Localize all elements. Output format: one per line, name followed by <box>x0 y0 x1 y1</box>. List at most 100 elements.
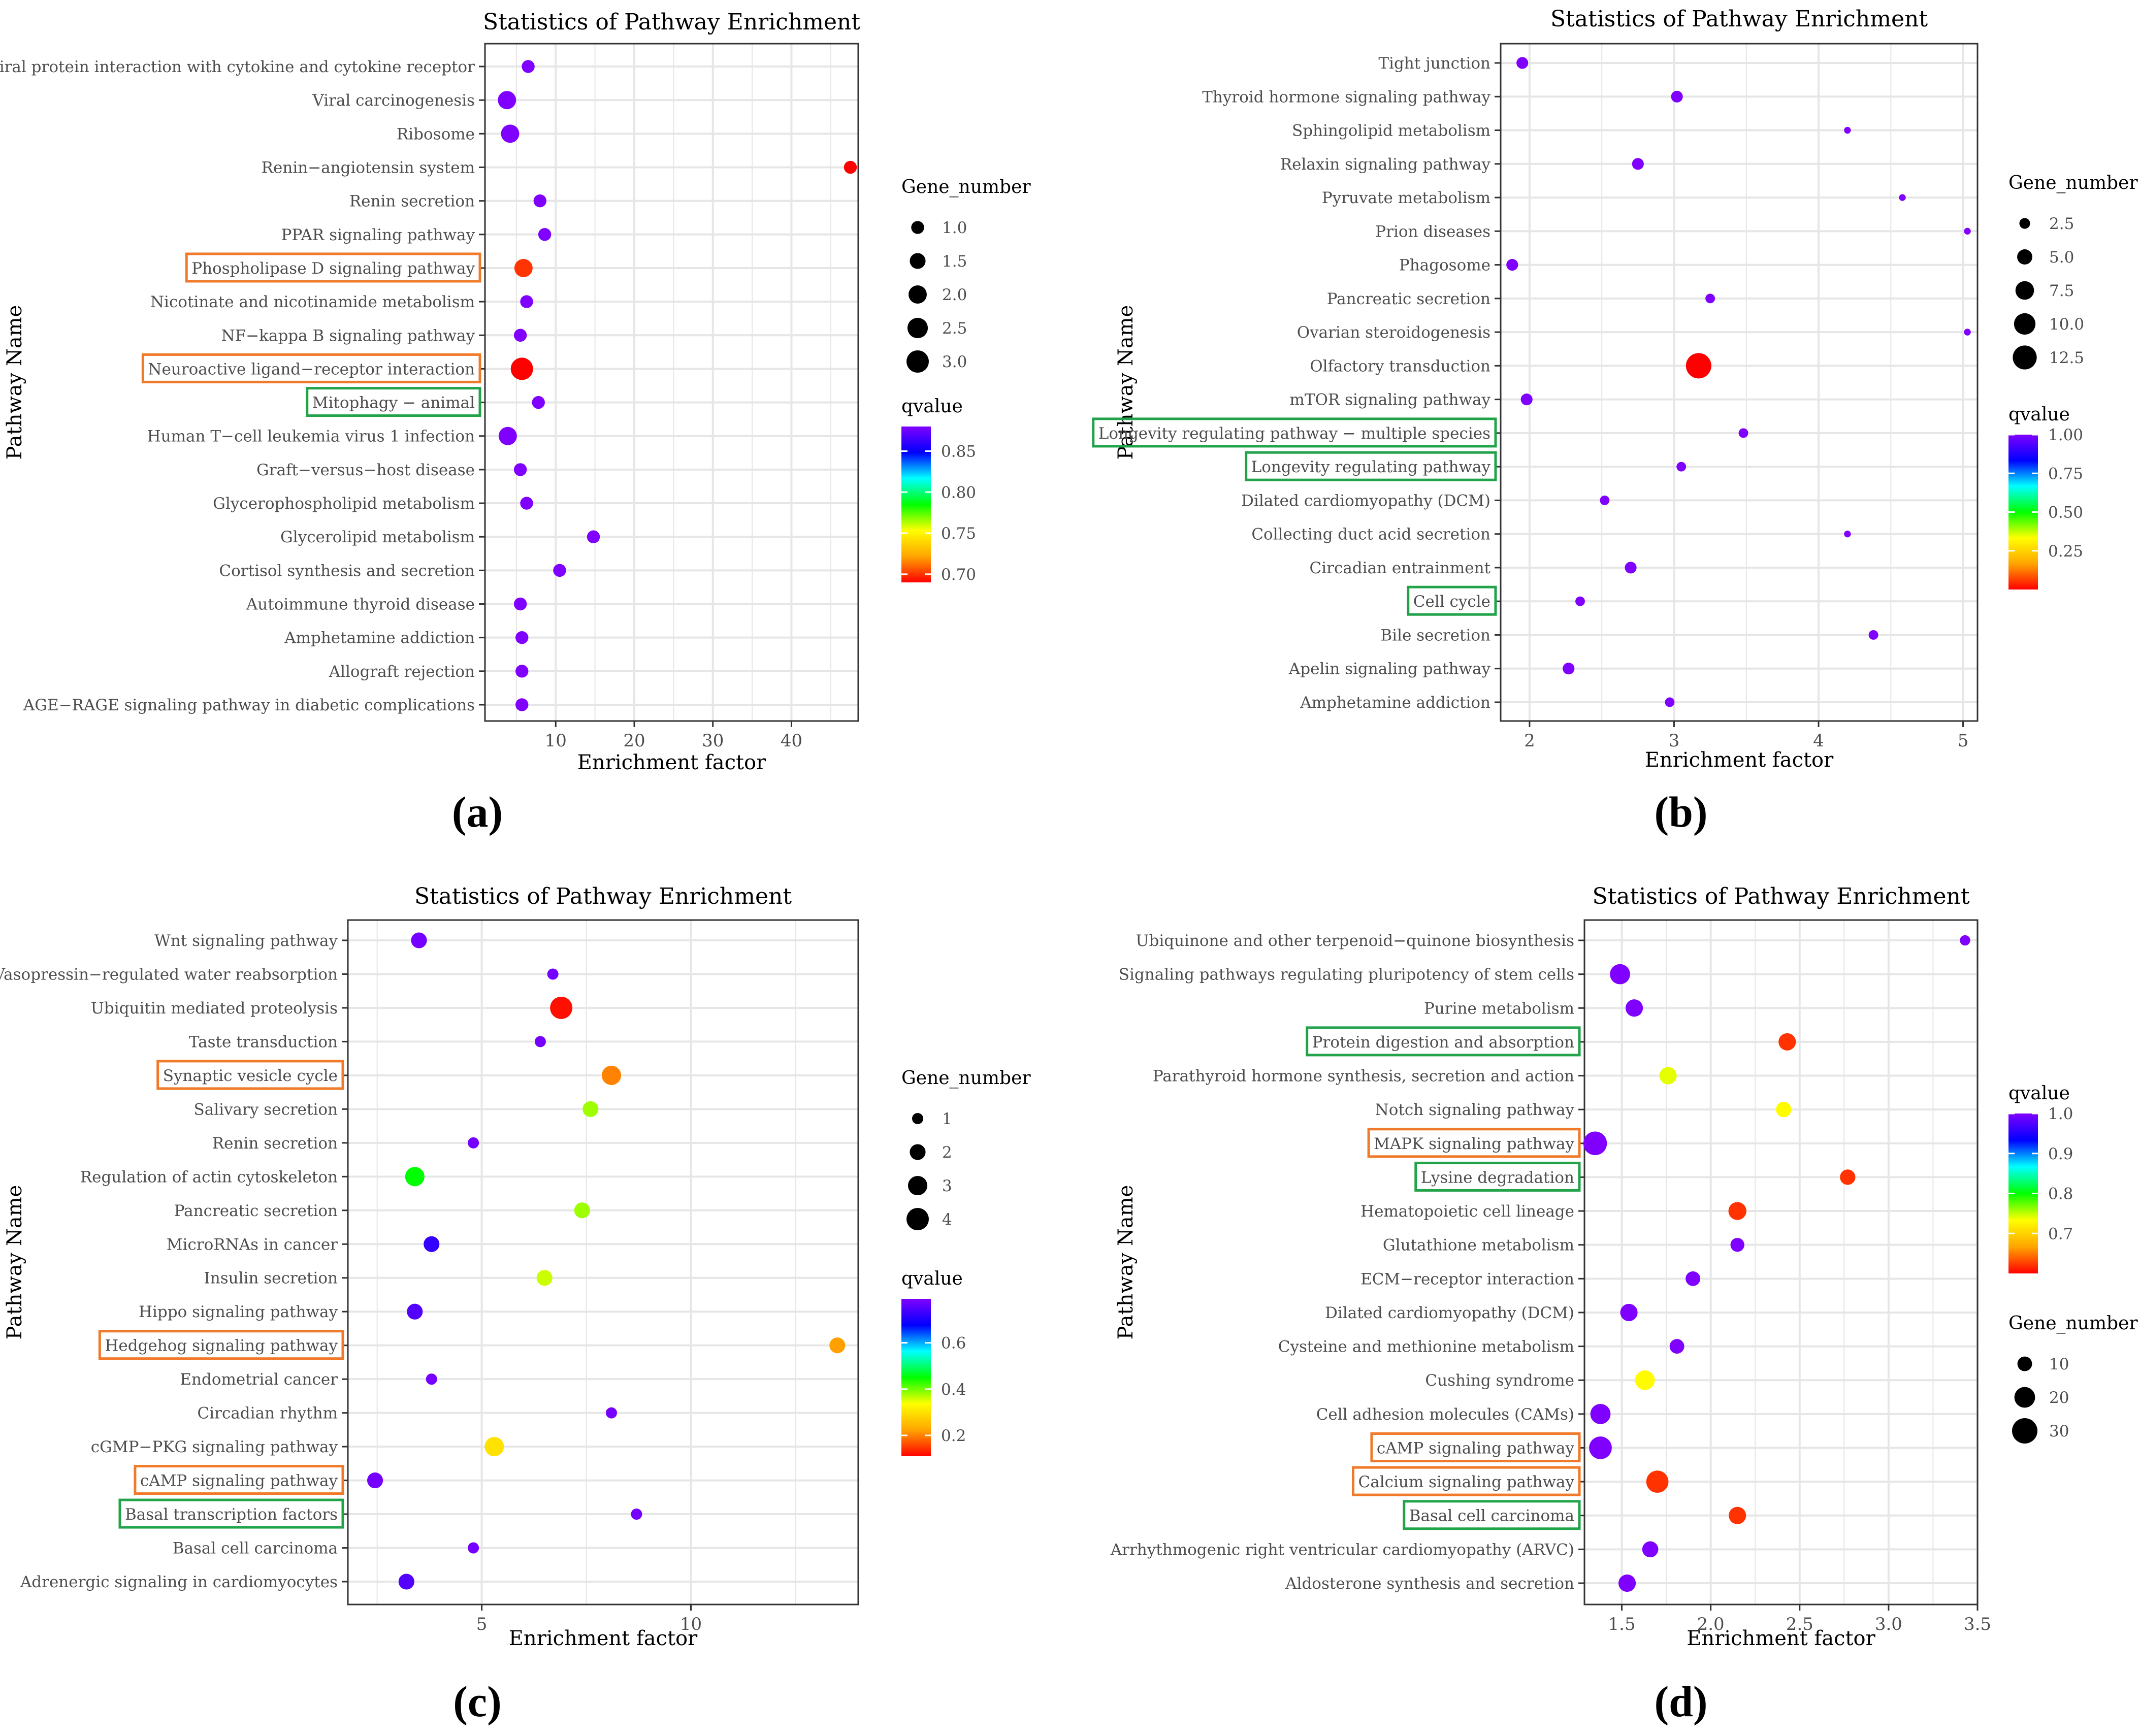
size-legend-dot <box>2014 313 2036 335</box>
data-point <box>1705 293 1715 304</box>
size-legend-dot <box>910 1144 926 1160</box>
plot-area <box>1584 920 1978 1604</box>
x-axis-label: Enrichment factor <box>1645 748 1834 772</box>
panel-d: Statistics of Pathway Enrichment 1.5 2.0 2.… <box>1110 883 2138 1650</box>
category-label: Endometrial cancer <box>180 1370 338 1389</box>
size-legend-label: 3 <box>942 1177 952 1195</box>
size-legend-label: 3.0 <box>942 353 967 371</box>
data-point <box>1669 1339 1684 1354</box>
category-label: Purine metabolism <box>1424 999 1574 1018</box>
category-label: Notch signaling pathway <box>1375 1101 1575 1119</box>
x-tick-label: 3.5 <box>1964 1614 1991 1634</box>
size-legend-title: Gene_number <box>901 177 1031 198</box>
size-legend-label: 5.0 <box>2049 248 2074 267</box>
category-label: Neuroactive ligand−receptor interaction <box>148 360 475 378</box>
size-legend-dot <box>2014 1387 2035 1408</box>
data-point <box>1620 1303 1638 1322</box>
x-tick-label: 10 <box>545 731 567 751</box>
plot-border <box>484 43 859 722</box>
category-label: PPAR signaling pathway <box>281 226 475 244</box>
size-legend-dot <box>910 253 926 269</box>
panel-b: Statistics of Pathway Enrichment 2 3 4 5 Enri… <box>1092 6 2138 772</box>
data-point <box>1738 428 1748 438</box>
size-legend-title: Gene_number <box>901 1068 1031 1089</box>
category-label: Cortisol synthesis and secretion <box>219 562 475 580</box>
data-point <box>1646 1470 1669 1493</box>
category-label: Vasopressin−regulated water reabsorption <box>0 965 338 984</box>
data-point <box>844 160 857 174</box>
category-label: Phagosome <box>1399 256 1490 275</box>
category-label: Phospholipase D signaling pathway <box>191 259 475 278</box>
color-legend-label: 0.6 <box>941 1334 966 1353</box>
panel-label-c: (c) <box>453 1677 501 1726</box>
size-legend-label: 1.0 <box>942 219 967 237</box>
category-label: Hematopoietic cell lineage <box>1360 1202 1574 1221</box>
category-label: Amphetamine addiction <box>1300 694 1490 712</box>
x-tick-label: 3 <box>1669 731 1680 751</box>
category-label: Nicotinate and nicotinamide metabolism <box>150 293 475 311</box>
chart-title: Statistics of Pathway Enrichment <box>1592 883 1969 909</box>
category-label: Pancreatic secretion <box>174 1202 338 1220</box>
color-legend-label: 0.75 <box>941 525 976 543</box>
highlight-box-orange <box>1367 1128 1581 1158</box>
category-label: Tight junction <box>1378 54 1490 73</box>
x-axis-label: Enrichment factor <box>509 1627 698 1650</box>
plot-border <box>347 919 859 1606</box>
size-legend-dot <box>911 221 924 234</box>
category-label: Hedgehog signaling pathway <box>105 1337 338 1355</box>
data-point <box>1589 1436 1612 1459</box>
highlight-box-orange <box>185 252 481 283</box>
color-legend-label: 0.50 <box>2048 504 2083 522</box>
data-point <box>510 357 533 380</box>
size-legend-dot <box>909 285 927 304</box>
color-legend-label: 0.80 <box>941 483 976 502</box>
data-point <box>1632 158 1644 170</box>
category-label: Circadian entrainment <box>1310 559 1491 577</box>
category-label: AGE−RAGE signaling pathway in diabetic c… <box>23 696 475 714</box>
category-label: Human T−cell leukemia virus 1 infection <box>147 428 475 446</box>
color-legend-title: qvalue <box>2008 404 2070 425</box>
category-label: Basal cell carcinoma <box>1409 1507 1574 1525</box>
plot-border <box>1583 919 1979 1606</box>
data-point <box>1618 1574 1636 1592</box>
category-label: Circadian rhythm <box>198 1404 338 1423</box>
category-label: Allograft rejection <box>329 663 475 681</box>
data-point <box>426 1373 437 1385</box>
data-point <box>513 597 527 611</box>
highlight-box-orange <box>156 1060 344 1090</box>
x-tick-label: 2.0 <box>1697 1614 1725 1634</box>
highlight-box-green <box>1407 585 1497 616</box>
data-point <box>1776 1102 1792 1118</box>
category-label: Dilated cardiomyopathy (DCM) <box>1325 1304 1574 1322</box>
highlight-box-orange <box>134 1465 344 1495</box>
size-legend-label: 30 <box>2049 1422 2069 1440</box>
category-label: Protein digestion and absorption <box>1312 1033 1574 1052</box>
highlight-box-green <box>1403 1500 1581 1530</box>
size-legend-label: 10.0 <box>2049 315 2084 334</box>
data-point <box>1600 495 1610 505</box>
data-point <box>1563 663 1575 675</box>
x-tick-label: 5 <box>476 1614 488 1634</box>
data-point <box>550 996 573 1019</box>
x-tick-label: 2.5 <box>1786 1614 1813 1634</box>
category-label: Sphingolipid metabolism <box>1292 122 1490 140</box>
data-point <box>405 1167 425 1187</box>
size-legend-dot <box>2017 1356 2032 1371</box>
category-label: Cysteine and methionine metabolism <box>1278 1338 1574 1356</box>
panel-label-b: (b) <box>1654 788 1707 836</box>
category-label: Ubiquitin mediated proteolysis <box>91 999 338 1018</box>
data-point <box>1840 1169 1856 1185</box>
size-legend-dot <box>906 1208 929 1230</box>
color-legend-label: 1.0 <box>2048 1105 2073 1123</box>
size-legend-label: 20 <box>2049 1389 2069 1407</box>
size-legend-label: 12.5 <box>2049 349 2084 367</box>
color-legend-label: 0.75 <box>2048 465 2083 483</box>
category-label: Viral protein interaction with cytokine … <box>0 58 475 76</box>
size-legend-title: Gene_number <box>2008 1313 2138 1334</box>
data-point <box>498 91 516 110</box>
x-tick-label: 20 <box>623 731 645 751</box>
data-point <box>1899 194 1906 201</box>
category-label: Parathyroid hormone synthesis, secretion… <box>1153 1067 1574 1086</box>
data-point <box>587 530 600 543</box>
data-point <box>1516 57 1529 69</box>
